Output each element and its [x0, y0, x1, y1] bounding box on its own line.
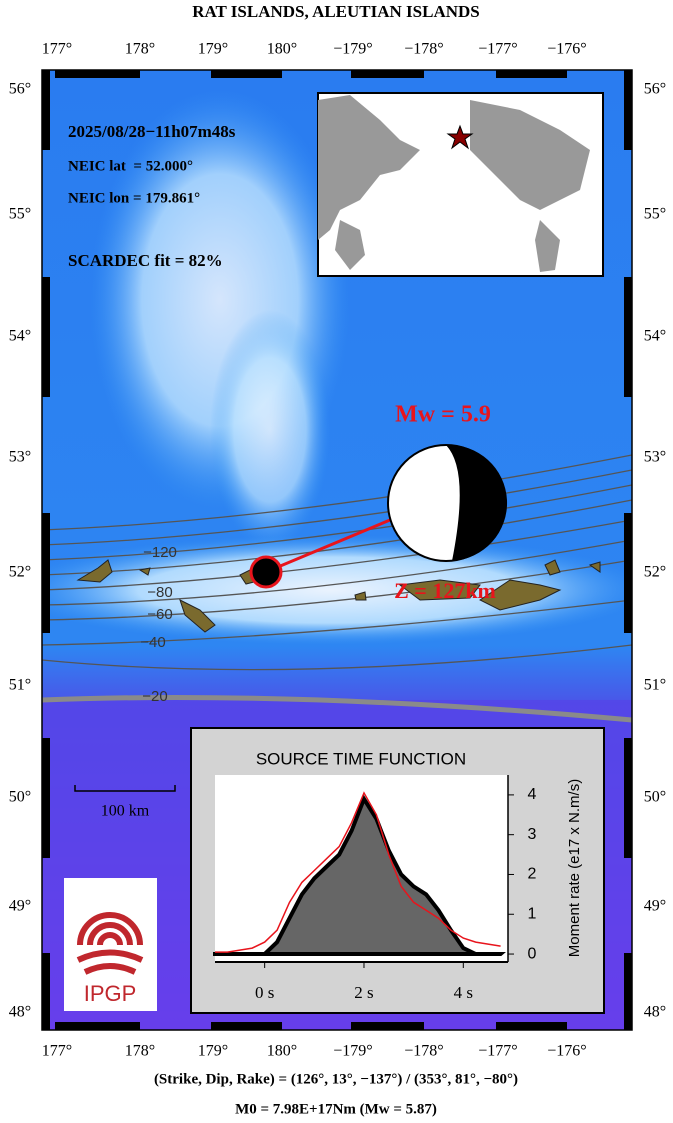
- y-tick-label: 3: [528, 826, 537, 843]
- frame-tick: [496, 70, 567, 78]
- lon-label: 178°: [125, 1043, 155, 1060]
- x-tick-label: 4 s: [454, 983, 473, 1002]
- lon-label: 180°: [267, 41, 297, 58]
- frame-tick: [42, 277, 50, 397]
- frame-tick: [42, 70, 50, 150]
- lat-label: 52°: [9, 564, 31, 581]
- frame-tick: [624, 277, 632, 397]
- scale-label: 100 km: [101, 803, 150, 820]
- frame-tick: [496, 1022, 567, 1030]
- scale-bar: 100 km: [74, 785, 176, 820]
- frame-tick: [42, 738, 50, 858]
- y-tick-label: 2: [528, 866, 537, 883]
- lon-label: 180°: [267, 1043, 297, 1060]
- frame-tick: [211, 70, 282, 78]
- footer: (Strike, Dip, Rake) = (126°, 13°, −137°)…: [154, 1071, 518, 1117]
- frame-tick: [55, 70, 140, 78]
- frame-tick: [42, 513, 50, 633]
- lon-label: −179°: [333, 41, 372, 58]
- lat-label: 48°: [9, 1004, 31, 1021]
- lon-label: −179°: [333, 1043, 372, 1060]
- lat-label: 52°: [644, 564, 666, 581]
- lon-label: 177°: [42, 41, 72, 58]
- y-tick-label: 0: [528, 945, 537, 962]
- frame-tick: [42, 953, 50, 1030]
- lat-label: 53°: [644, 449, 666, 466]
- lat-label: 53°: [9, 449, 31, 466]
- frame-tick: [624, 738, 632, 858]
- frame-tick: [351, 70, 424, 78]
- contour-label: −120: [143, 544, 177, 561]
- lat-label: 50°: [644, 789, 666, 806]
- frame-tick: [624, 513, 632, 633]
- lon-label: −177°: [478, 1043, 517, 1060]
- lon-label: −178°: [404, 41, 443, 58]
- lon-label: 177°: [42, 1043, 72, 1060]
- lon-label: −178°: [404, 1043, 443, 1060]
- x-tick-label: 0 s: [255, 983, 274, 1002]
- lat-label: 49°: [9, 898, 31, 915]
- fit: SCARDEC fit = 82%: [68, 251, 223, 270]
- contour-label: −80: [147, 584, 172, 601]
- mechanism-text: (Strike, Dip, Rake) = (126°, 13°, −137°)…: [154, 1071, 518, 1087]
- lat-label: 55°: [9, 206, 31, 223]
- neic-lon: NEIC lon = 179.861°: [68, 190, 200, 206]
- contour-label: −40: [140, 634, 165, 651]
- lat-label: 54°: [644, 328, 666, 345]
- x-tick-label: 2 s: [354, 983, 373, 1002]
- lat-label: 48°: [644, 1004, 666, 1021]
- lon-label: 179°: [198, 1043, 228, 1060]
- lat-label: 49°: [644, 898, 666, 915]
- magnitude: Mw = 5.9: [395, 402, 491, 428]
- lat-label: 51°: [9, 677, 31, 694]
- y-axis-label: Moment rate (e17 x N.m/s): [566, 779, 583, 957]
- stf-title: SOURCE TIME FUNCTION: [256, 749, 466, 768]
- lat-label: 56°: [644, 81, 666, 98]
- logo: IPGP: [64, 878, 157, 1011]
- neic-lat: NEIC lat = 52.000°: [68, 158, 193, 174]
- y-tick-label: 1: [528, 905, 537, 922]
- title: RAT ISLANDS, ALEUTIAN ISLANDS: [192, 2, 480, 21]
- lon-label: −177°: [478, 41, 517, 58]
- frame-tick: [624, 953, 632, 1030]
- lat-label: 54°: [9, 328, 31, 345]
- lon-label: 178°: [125, 41, 155, 58]
- logo-text: IPGP: [84, 981, 137, 1006]
- lat-label: 55°: [644, 206, 666, 223]
- lon-label: −176°: [547, 41, 586, 58]
- event-time: 2025/08/28−11h07m48s: [68, 122, 236, 141]
- lat-label: 56°: [9, 81, 31, 98]
- contour-label: −20: [142, 688, 167, 705]
- info: 2025/08/28−11h07m48s NEIC lat = 52.000° …: [68, 122, 496, 603]
- contour-label: −60: [147, 606, 172, 623]
- inset-map: [317, 92, 604, 277]
- y-tick-label: 4: [528, 786, 537, 803]
- stf-area: [213, 794, 506, 957]
- stf-line: [215, 791, 501, 953]
- frame-tick: [55, 1022, 140, 1030]
- lat-label: 50°: [9, 789, 31, 806]
- depth: Z = 127km: [394, 578, 496, 603]
- moment-text: M0 = 7.98E+17Nm (Mw = 5.87): [235, 1101, 437, 1117]
- lat-label: 51°: [644, 677, 666, 694]
- mechanism: [249, 444, 508, 589]
- lon-label: 179°: [198, 41, 228, 58]
- lon-label: −176°: [547, 1043, 586, 1060]
- frame-tick: [351, 1022, 424, 1030]
- frame-tick: [211, 1022, 282, 1030]
- frame-tick: [624, 70, 632, 150]
